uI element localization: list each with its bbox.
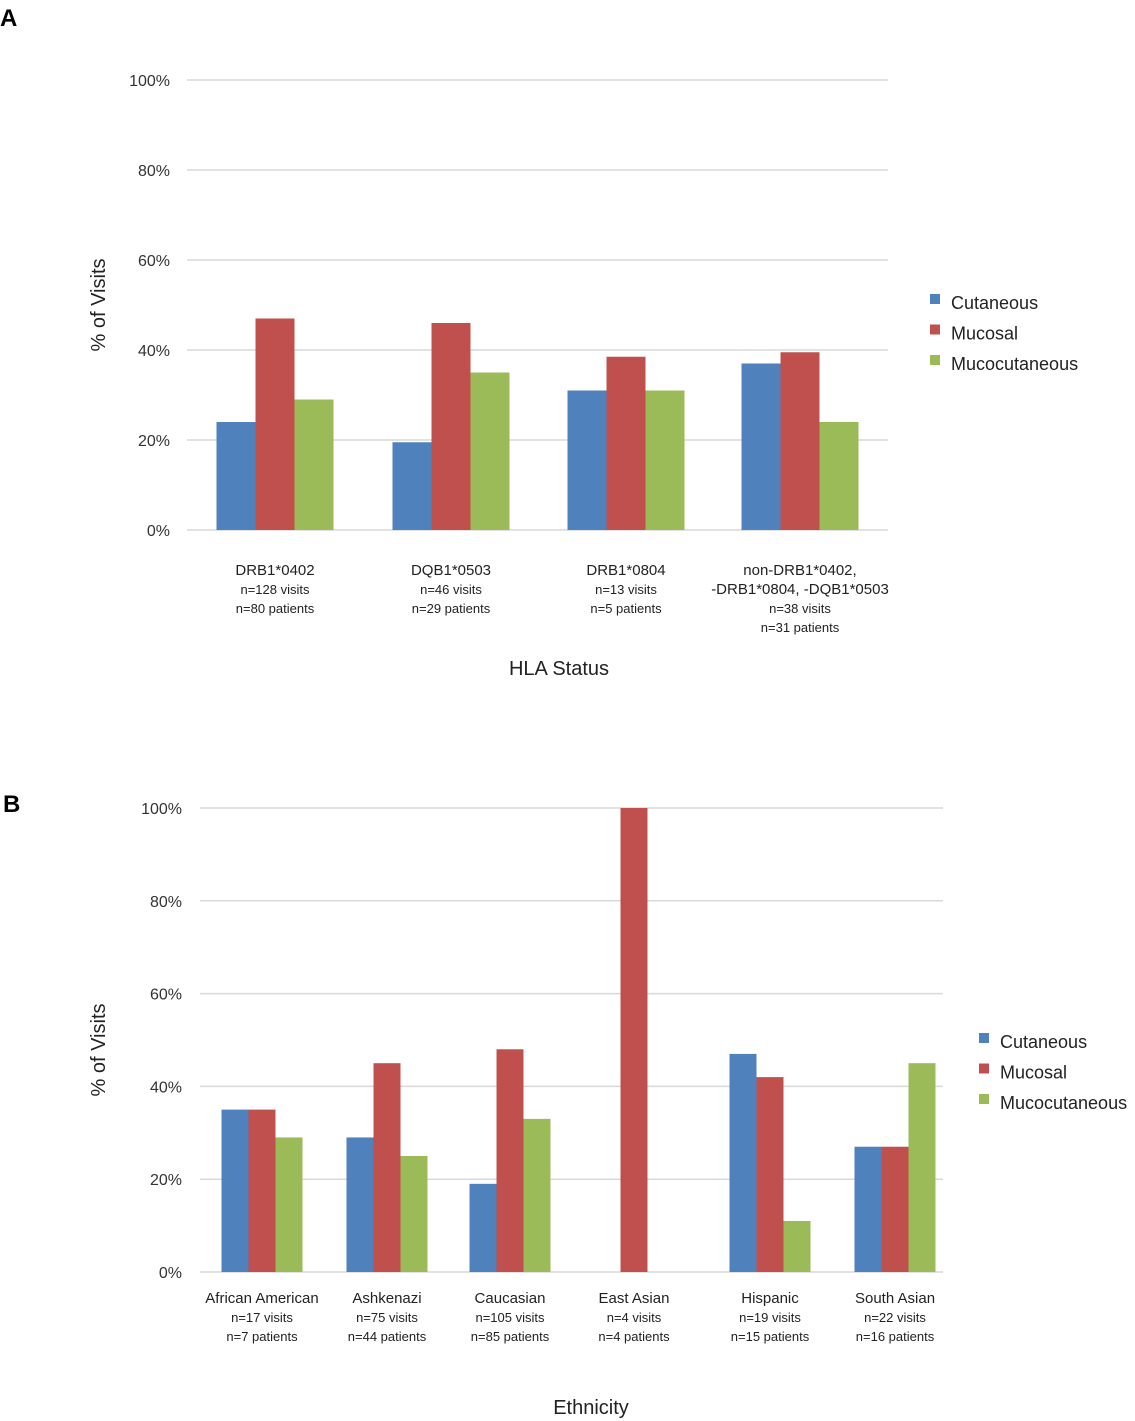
bar-mucocutaneous-6 (908, 1063, 936, 1272)
x-category-label: n=105 visits (475, 1310, 545, 1325)
bar-mucosal-1 (248, 1109, 276, 1272)
x-category-label: East Asian (599, 1290, 670, 1307)
x-category-label: n=44 patients (348, 1329, 427, 1344)
x-category-label: non-DRB1*0402, (743, 562, 856, 579)
x-category-label: n=16 patients (856, 1329, 935, 1344)
x-category-label: Ashkenazi (352, 1290, 421, 1307)
x-category-label: DRB1*0804 (586, 562, 665, 579)
x-category-label: n=29 patients (412, 601, 491, 616)
legend-swatch-mucosal (979, 1063, 989, 1074)
y-tick-label: 20% (150, 1172, 182, 1189)
y-tick-label: 20% (138, 433, 170, 450)
legend-swatch-cutaneous (930, 294, 940, 304)
bar-mucocutaneous-2 (470, 372, 510, 530)
x-category-label: Caucasian (475, 1290, 546, 1307)
x-category-label: n=17 visits (231, 1310, 293, 1325)
y-tick-label: 0% (147, 523, 170, 540)
y-tick-label: 100% (141, 801, 182, 818)
x-category-label: South Asian (855, 1290, 935, 1307)
bar-mucocutaneous-4 (819, 422, 859, 530)
x-category-label: n=4 patients (598, 1329, 670, 1344)
legend-swatch-cutaneous (979, 1033, 989, 1043)
x-category-label: n=75 visits (356, 1310, 418, 1325)
bar-cutaneous-1 (216, 422, 256, 530)
bar-mucocutaneous-1 (275, 1137, 303, 1272)
x-category-label: African American (205, 1290, 318, 1307)
x-category-label: n=128 visits (240, 582, 310, 597)
y-axis-title: % of Visits (88, 259, 110, 352)
panel-a-letter: A (0, 5, 17, 32)
legend-swatch-mucocutaneous (930, 355, 940, 365)
bar-cutaneous-4 (741, 363, 781, 530)
y-tick-label: 80% (138, 163, 170, 180)
bar-mucosal-5 (756, 1077, 784, 1272)
bar-mucosal-1 (255, 318, 295, 530)
panel-b-letter: B (3, 791, 20, 818)
x-category-label: n=15 patients (731, 1329, 810, 1344)
x-category-label: -DRB1*0804, -DQB1*0503 (711, 581, 889, 598)
x-category-label: n=5 patients (590, 601, 662, 616)
y-tick-label: 40% (138, 343, 170, 360)
x-category-label: DRB1*0402 (235, 562, 314, 579)
x-category-label: n=22 visits (864, 1310, 926, 1325)
y-tick-label: 60% (138, 253, 170, 270)
y-tick-label: 0% (159, 1265, 182, 1282)
bar-cutaneous-1 (221, 1109, 249, 1272)
x-category-label: n=4 visits (607, 1310, 662, 1325)
y-axis-title: % of Visits (88, 1004, 110, 1097)
panel-b-chart: 0% 20% 40% 60% 80% 100% African American n=17 v… (88, 801, 1127, 1419)
x-axis-title: Ethnicity (553, 1397, 629, 1419)
x-category-label: n=19 visits (739, 1310, 801, 1325)
legend-label-cutaneous: Cutaneous (951, 293, 1038, 313)
x-category-label: n=80 patients (236, 601, 315, 616)
x-axis-title: HLA Status (509, 658, 609, 680)
bar-cutaneous-2 (346, 1137, 374, 1272)
bar-mucosal-2 (373, 1063, 401, 1272)
legend-label-mucosal: Mucosal (951, 324, 1018, 344)
bar-mucocutaneous-1 (294, 399, 334, 530)
bar-cutaneous-6 (854, 1146, 882, 1272)
legend-swatch-mucocutaneous (979, 1094, 989, 1104)
bar-cutaneous-5 (729, 1053, 757, 1272)
x-category-label: n=85 patients (471, 1329, 550, 1344)
y-tick-label: 40% (150, 1079, 182, 1096)
x-category-label: DQB1*0503 (411, 562, 491, 579)
x-category-label: n=13 visits (595, 582, 657, 597)
bar-mucosal-6 (881, 1146, 909, 1272)
y-tick-label: 80% (150, 894, 182, 911)
bar-mucocutaneous-3 (645, 390, 685, 530)
legend-label-mucocutaneous: Mucocutaneous (951, 354, 1078, 374)
panel-a-chart: 0% 20% 40% 60% 80% 100% DRB1*0402 n=128 visits n… (88, 73, 1078, 680)
bar-cutaneous-3 (567, 390, 607, 530)
bar-mucosal-2 (431, 323, 471, 530)
y-tick-label: 100% (129, 73, 170, 90)
x-category-label: n=46 visits (420, 582, 482, 597)
x-category-label: n=31 patients (761, 620, 840, 635)
bar-cutaneous-3 (469, 1183, 497, 1272)
bar-mucocutaneous-5 (783, 1220, 811, 1272)
legend-swatch-mucosal (930, 324, 940, 335)
bar-cutaneous-2 (392, 442, 432, 530)
x-category-label: Hispanic (741, 1290, 799, 1307)
legend-label-mucosal: Mucosal (1000, 1063, 1067, 1083)
x-category-label: n=38 visits (769, 601, 831, 616)
bar-mucosal-4 (780, 352, 820, 530)
legend-label-cutaneous: Cutaneous (1000, 1032, 1087, 1052)
legend-label-mucocutaneous: Mucocutaneous (1000, 1093, 1127, 1113)
bar-mucocutaneous-2 (400, 1156, 428, 1272)
bar-mucocutaneous-3 (523, 1118, 551, 1272)
bar-mucosal-3 (606, 356, 646, 530)
bar-mucosal-3 (496, 1049, 524, 1272)
bar-mucosal-4 (620, 808, 648, 1272)
x-category-label: n=7 patients (226, 1329, 298, 1344)
y-tick-label: 60% (150, 987, 182, 1004)
